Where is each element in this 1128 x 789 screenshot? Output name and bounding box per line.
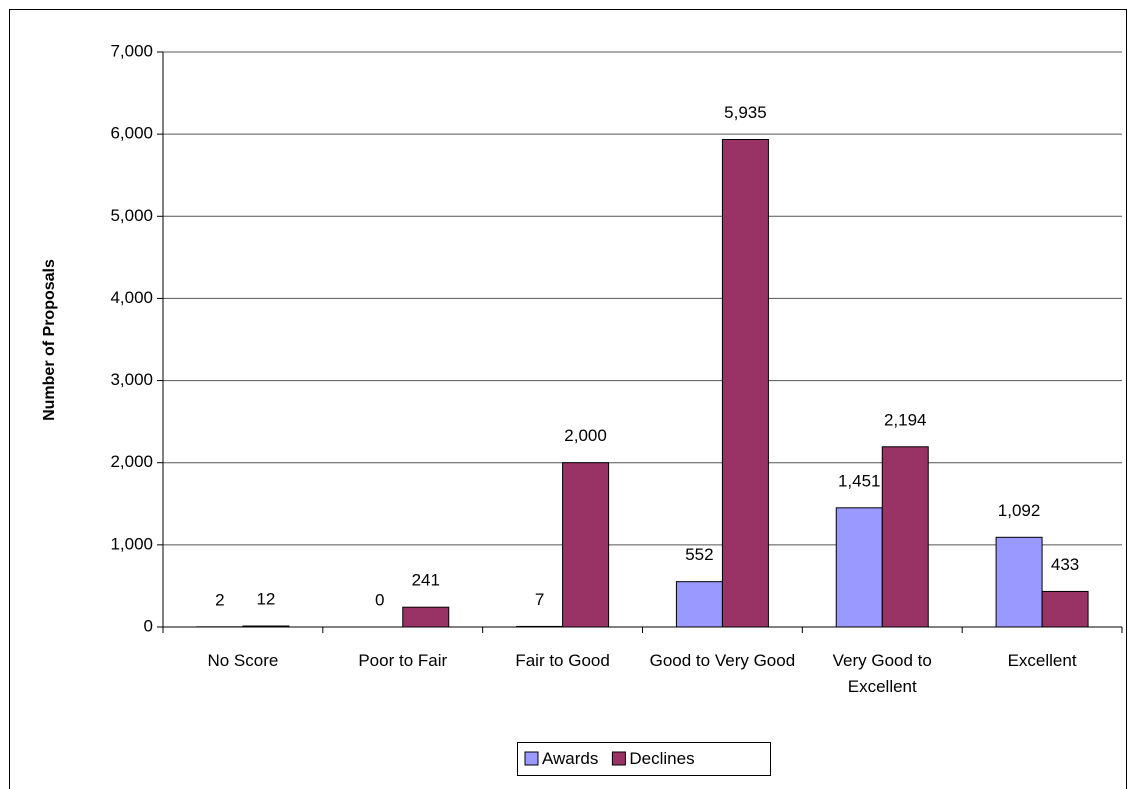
- legend-label: Awards: [542, 749, 598, 768]
- y-tick-label: 4,000: [110, 288, 153, 307]
- value-label: 552: [685, 545, 713, 564]
- bar: [516, 625, 564, 628]
- x-tick-label: Excellent: [1007, 651, 1077, 670]
- legend-box: [517, 742, 771, 776]
- bar: [721, 138, 769, 628]
- value-label: 12: [256, 589, 275, 608]
- legend-swatch: [524, 751, 539, 766]
- legend-swatch: [611, 751, 626, 766]
- y-tick-label: 1,000: [110, 534, 153, 553]
- value-label: 2,000: [564, 426, 607, 445]
- value-label: 1,092: [998, 501, 1041, 520]
- y-tick-label: 0: [144, 616, 153, 635]
- value-label: 2,194: [884, 410, 927, 429]
- x-tick-label: No Score: [207, 651, 279, 670]
- value-label: 241: [412, 571, 440, 590]
- x-tick-label: Poor to Fair: [358, 651, 448, 670]
- bar: [1041, 590, 1089, 628]
- bar: [675, 581, 723, 628]
- bar: [995, 536, 1043, 628]
- value-label: 7: [535, 590, 544, 609]
- bar: [242, 625, 290, 628]
- value-label: 5,935: [724, 103, 767, 122]
- bar: [881, 446, 929, 628]
- y-tick-label: 3,000: [110, 370, 153, 389]
- value-label: 433: [1051, 555, 1079, 574]
- chart-frame: [9, 9, 1127, 789]
- y-axis-title: Number of Proposals: [41, 259, 58, 421]
- y-tick-label: 6,000: [110, 124, 153, 143]
- x-tick-label: Fair to Good: [515, 651, 610, 670]
- x-tick-label: Very Good to Excellent: [832, 651, 932, 696]
- value-label: 1,451: [838, 471, 881, 490]
- value-label: 0: [375, 590, 384, 609]
- bar: [402, 606, 450, 628]
- bar: [835, 507, 883, 628]
- x-tick-label: Good to Very Good: [649, 651, 796, 670]
- legend-label: Declines: [629, 749, 694, 768]
- y-tick-label: 7,000: [110, 41, 153, 60]
- y-tick-label: 5,000: [110, 206, 153, 225]
- value-label: 2: [215, 590, 224, 609]
- y-tick-label: 2,000: [110, 452, 153, 471]
- bar: [562, 462, 610, 628]
